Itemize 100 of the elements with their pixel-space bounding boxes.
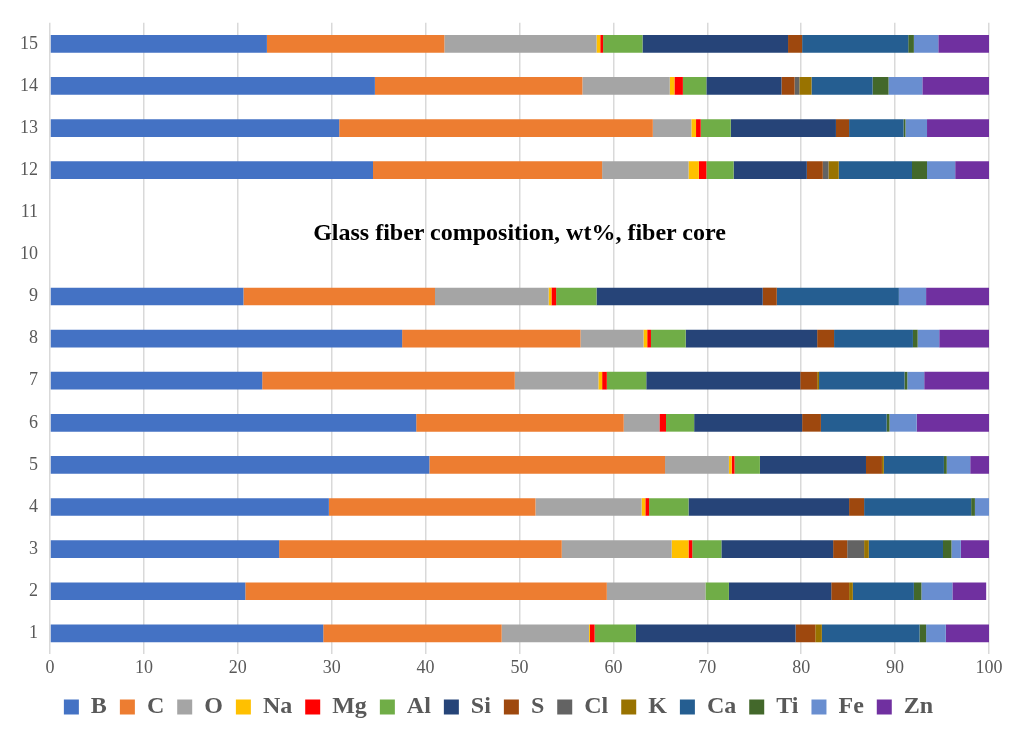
- bar: [868, 540, 943, 558]
- bar: [833, 540, 848, 558]
- bar: [50, 77, 375, 95]
- bar: [50, 35, 267, 53]
- bar: [705, 582, 729, 601]
- bar: [582, 77, 670, 95]
- x-tick-label: 50: [510, 656, 529, 677]
- bar: [835, 119, 850, 137]
- bar: [820, 413, 887, 432]
- bar: [908, 35, 914, 53]
- legend-label: Mg: [332, 692, 367, 719]
- x-tick-label: 30: [322, 656, 341, 677]
- bar: [551, 287, 557, 306]
- bar: [416, 413, 624, 432]
- legend-label: Ti: [776, 692, 799, 719]
- bar: [694, 413, 803, 432]
- bar: [635, 624, 796, 643]
- bar: [596, 287, 763, 306]
- bar: [828, 161, 839, 180]
- bar: [243, 287, 435, 306]
- bar: [444, 35, 597, 53]
- y-tick-label: 7: [29, 369, 38, 390]
- bar: [50, 540, 280, 558]
- bar: [907, 371, 925, 390]
- bar: [912, 329, 918, 348]
- y-tick-label: 1: [29, 622, 38, 643]
- bar: [323, 624, 502, 643]
- bar: [888, 77, 923, 95]
- bar: [776, 287, 899, 306]
- bar: [602, 161, 689, 180]
- bar: [926, 624, 946, 643]
- y-tick-label: 2: [29, 579, 38, 600]
- bar: [685, 329, 818, 348]
- bar: [606, 371, 647, 390]
- bar: [913, 582, 922, 601]
- bar: [802, 413, 821, 432]
- bar: [691, 119, 697, 137]
- bar: [373, 161, 603, 180]
- bar: [721, 540, 834, 558]
- bar: [50, 498, 329, 516]
- bar: [339, 119, 653, 137]
- bar: [817, 329, 835, 348]
- bar: [819, 371, 905, 390]
- bar: [788, 35, 803, 53]
- bar: [865, 456, 882, 474]
- bar: [889, 413, 917, 432]
- bar: [852, 582, 914, 601]
- y-tick-label: 12: [20, 158, 38, 179]
- bar: [643, 329, 648, 348]
- bar: [671, 540, 689, 558]
- bar: [659, 413, 666, 432]
- y-tick-label: 14: [20, 74, 38, 95]
- bar: [821, 624, 920, 643]
- bar: [649, 498, 689, 516]
- bar: [849, 119, 904, 137]
- bar: [849, 498, 865, 516]
- bar: [606, 582, 706, 601]
- bar: [822, 161, 829, 180]
- bar: [926, 287, 989, 306]
- bar: [279, 540, 562, 558]
- legend-label: Al: [406, 692, 432, 719]
- bar: [501, 624, 589, 643]
- bar: [974, 498, 989, 516]
- x-tick-label: 60: [604, 656, 623, 677]
- bar: [939, 329, 989, 348]
- bar: [646, 371, 801, 390]
- bar: [815, 624, 822, 643]
- bar: [535, 498, 642, 516]
- bar: [905, 119, 928, 137]
- bar: [328, 498, 536, 516]
- legend-label: Fe: [838, 692, 865, 719]
- bar: [943, 456, 947, 474]
- y-tick-label: 9: [29, 285, 38, 306]
- bar: [514, 371, 599, 390]
- bar: [623, 413, 660, 432]
- bar: [864, 540, 869, 558]
- legend-label: Cl: [584, 692, 609, 719]
- bar: [688, 161, 699, 180]
- bar: [883, 456, 944, 474]
- y-tick-label: 3: [29, 537, 38, 558]
- x-tick-label: 90: [886, 656, 905, 677]
- legend-label: C: [146, 692, 165, 719]
- bar: [696, 119, 701, 137]
- y-tick-label: 11: [20, 201, 38, 222]
- bar: [429, 456, 666, 474]
- y-tick-label: 8: [29, 327, 38, 348]
- bar: [927, 161, 956, 180]
- bar: [374, 77, 583, 95]
- x-tick-label: 80: [792, 656, 811, 677]
- bar: [960, 540, 989, 558]
- bar: [434, 287, 549, 306]
- bar: [706, 77, 782, 95]
- y-tick-label: 5: [29, 453, 38, 474]
- legend-label: B: [90, 692, 107, 719]
- bar: [802, 35, 909, 53]
- bar: [650, 329, 686, 348]
- bar: [602, 371, 607, 390]
- bar: [781, 77, 795, 95]
- bar: [955, 161, 989, 180]
- bar: [922, 77, 989, 95]
